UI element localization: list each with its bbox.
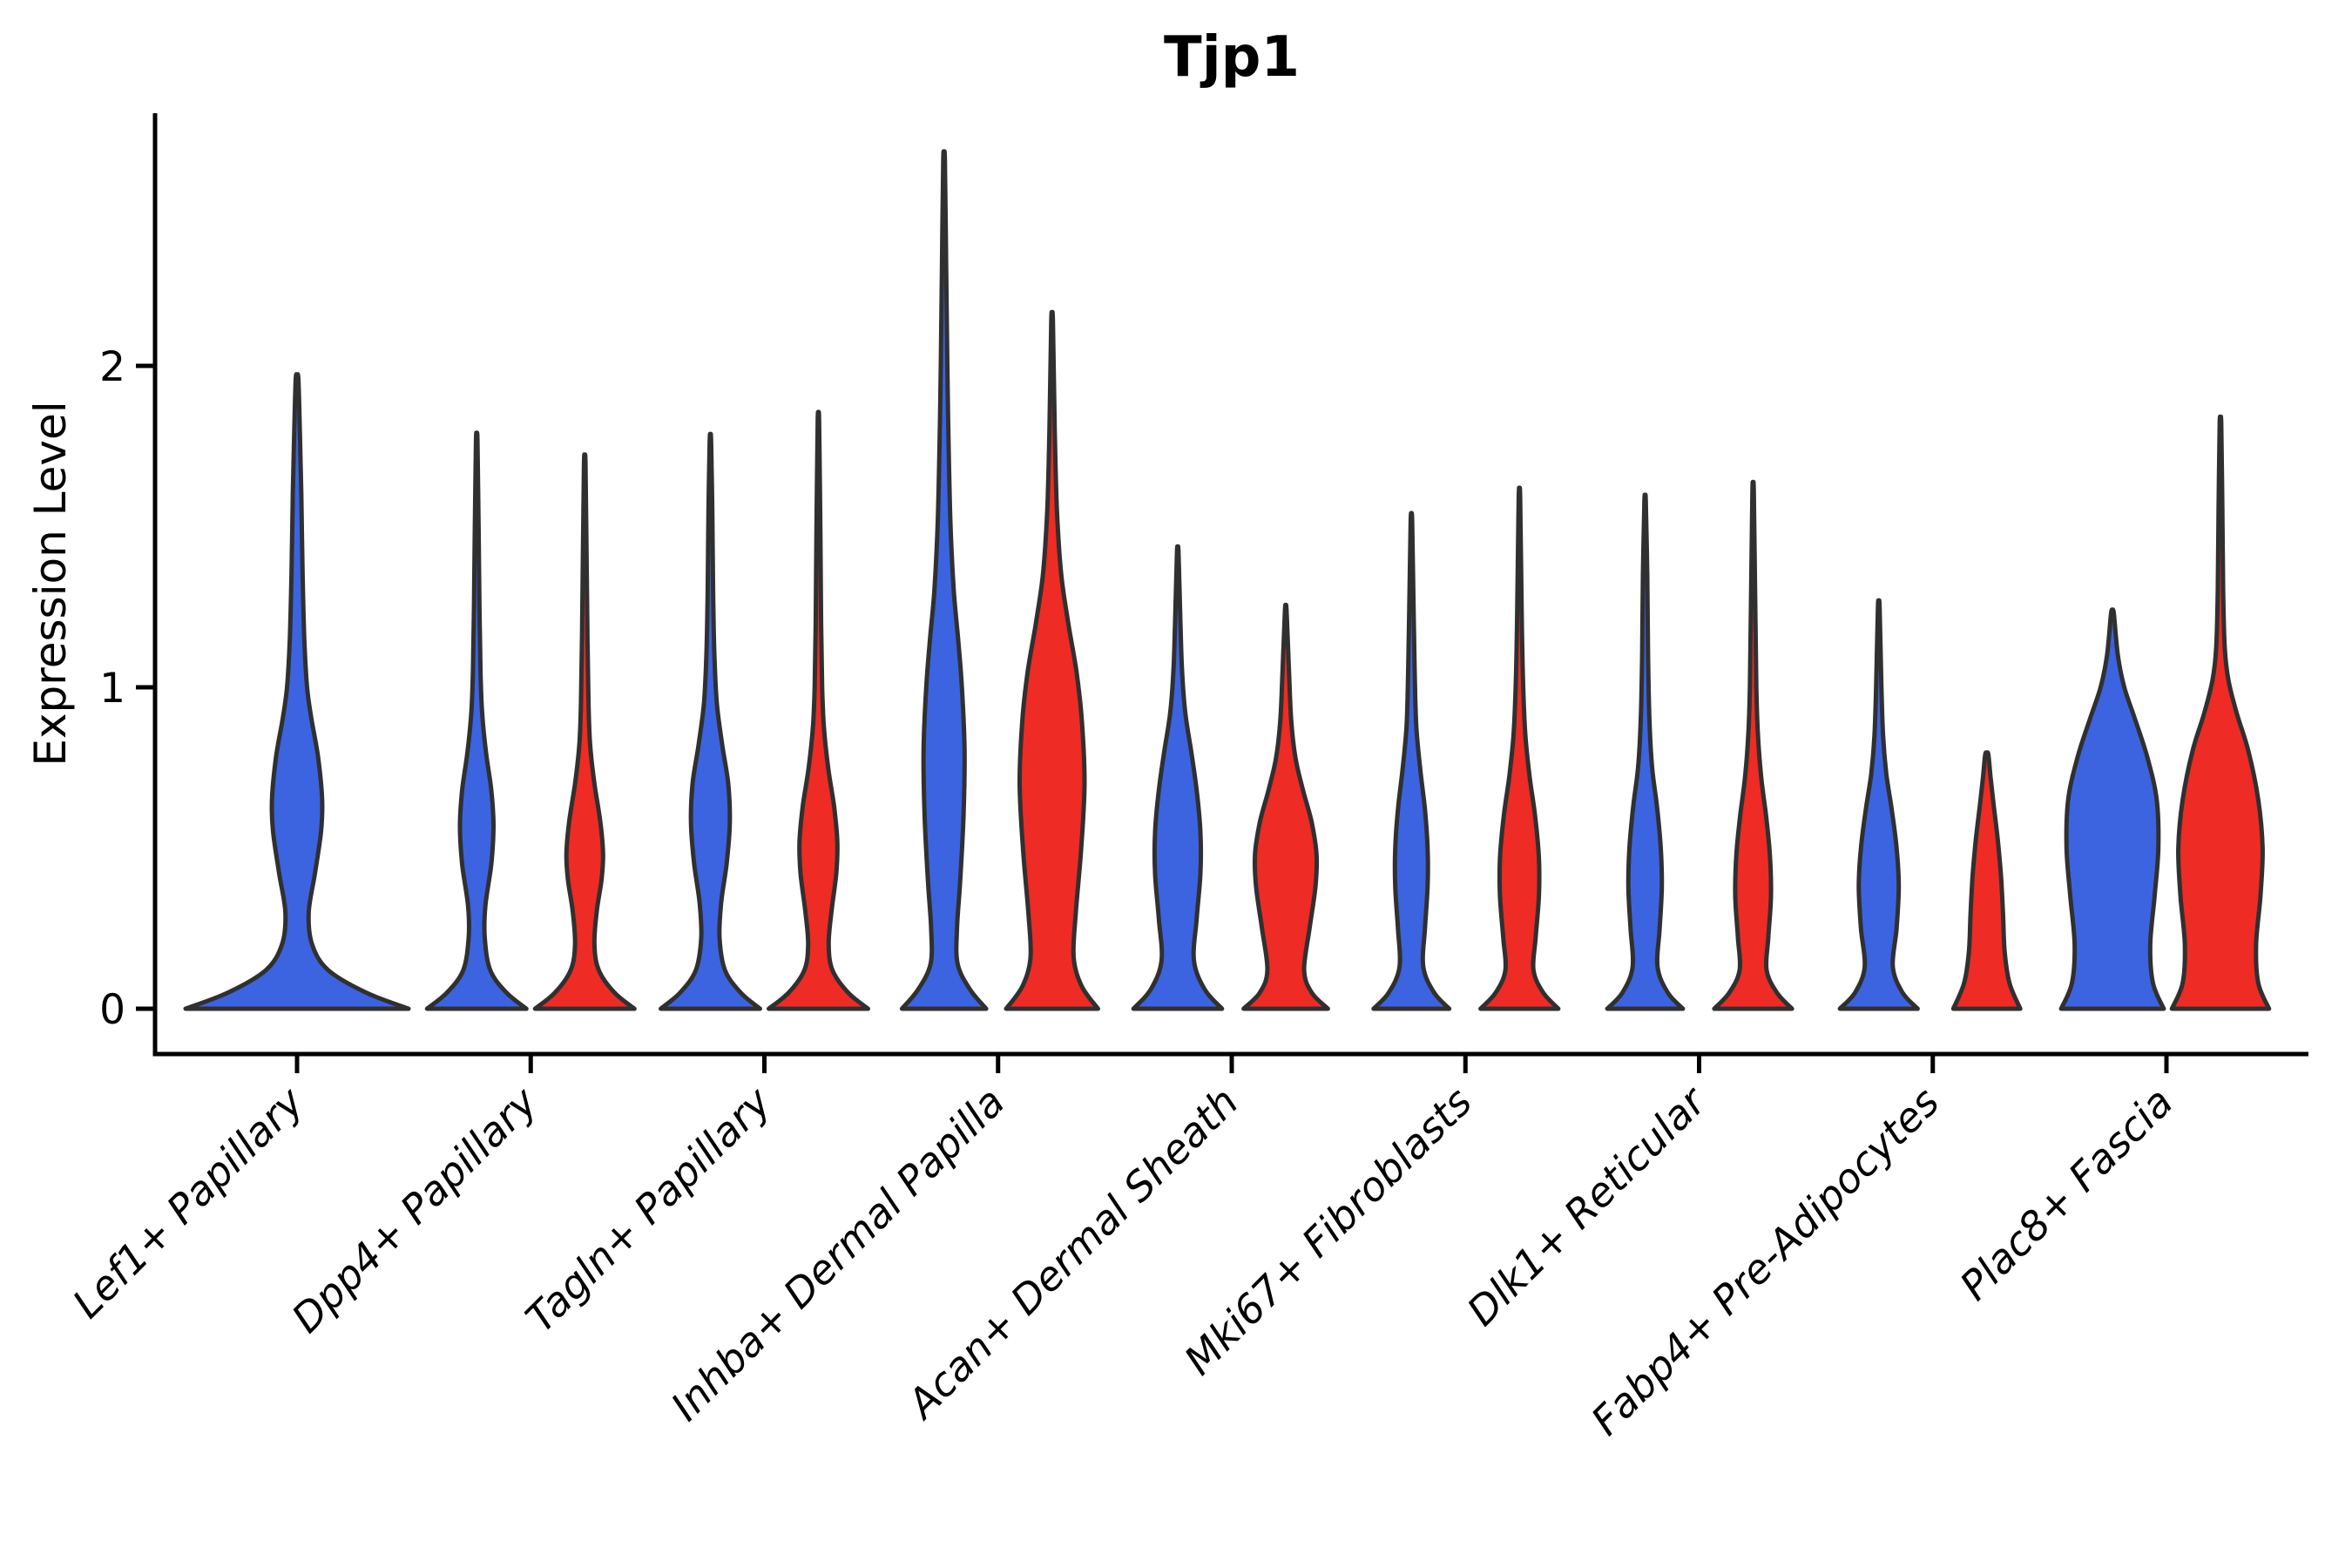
violin-fabp4-pre-adipocytes-blue [1837, 598, 1920, 1011]
violin-acan-dermal-sheath-red [1241, 602, 1330, 1011]
violin-plac8-fascia-blue [2058, 607, 2166, 1011]
y-axis-label: Expression Level [25, 401, 76, 767]
x-category-label: Dlk1+ Reticular [1458, 1076, 1717, 1335]
violin-inhba-dermal-papilla-red [1004, 309, 1100, 1011]
violin-acan-dermal-sheath-blue [1131, 544, 1225, 1011]
violin-dlk1-reticular-red [1712, 479, 1794, 1011]
violin-fabp4-pre-adipocytes-red [1950, 750, 2023, 1011]
violin-mki67-fibroblasts-blue [1371, 510, 1452, 1011]
violin-lef1-papillary-blue [183, 372, 411, 1011]
x-category-label: Plac8+ Fascia [1950, 1078, 2181, 1309]
violin-plac8-fascia-red [2169, 414, 2272, 1011]
chart-title: Tjp1 [1164, 25, 1300, 90]
violin-dpp4-papillary-blue [424, 430, 529, 1011]
violin-tagln-papillary-blue [659, 431, 762, 1011]
y-tick-label: 1 [99, 665, 125, 713]
violin-dpp4-papillary-red [532, 452, 637, 1011]
x-category-label: Dpp4+ Papillary [282, 1078, 546, 1342]
x-category-label: Lef1+ Papillary [64, 1078, 313, 1327]
y-tick-label: 2 [99, 343, 125, 391]
violin-inhba-dermal-papilla-blue [899, 149, 989, 1011]
axis-spines [152, 113, 2308, 1057]
x-category-label: Tagln+ Papillary [517, 1078, 781, 1342]
violin-mki67-fibroblasts-red [1478, 485, 1561, 1011]
y-tick-label: 0 [99, 986, 125, 1034]
violin-dlk1-reticular-blue [1605, 492, 1686, 1011]
violin-tagln-papillary-red [767, 409, 870, 1011]
